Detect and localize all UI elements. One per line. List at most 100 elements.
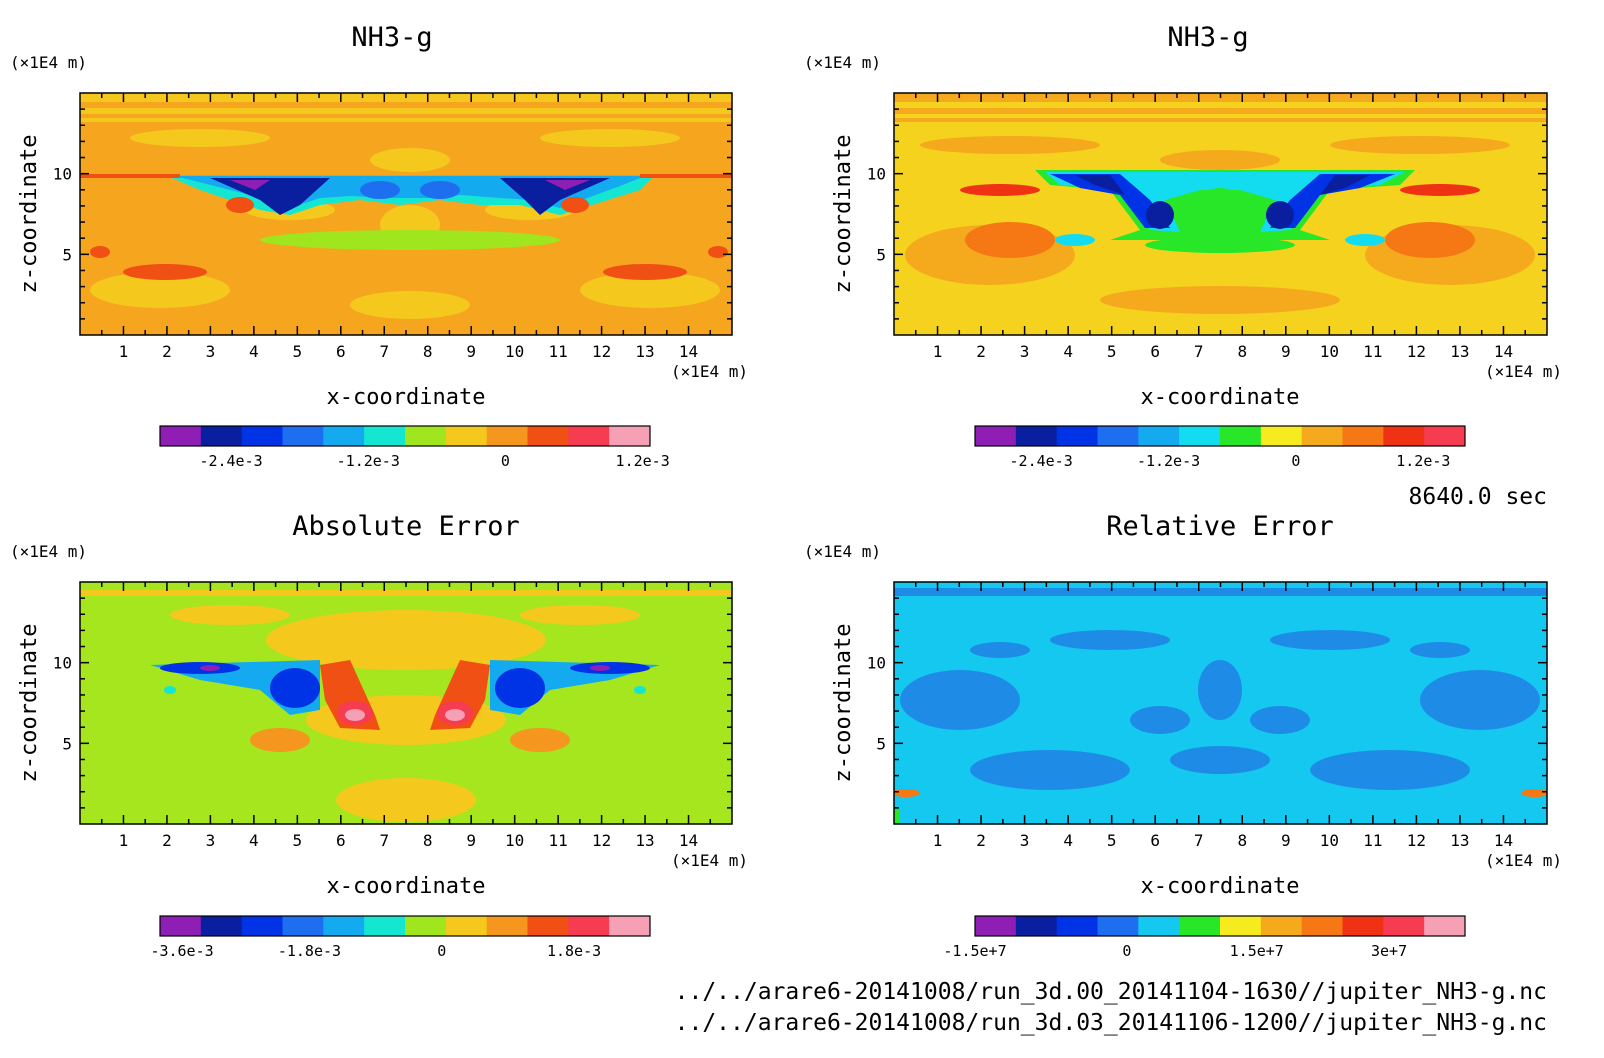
- colorbar-swatch: [1015, 426, 1058, 446]
- colorbar-swatch: [323, 426, 365, 446]
- x-tick-label: 8: [423, 831, 433, 850]
- x-tick-label: 13: [1450, 831, 1469, 850]
- contour-plot-area: [79, 92, 733, 336]
- contour-region: [360, 181, 400, 199]
- x-tick-label: 6: [1150, 342, 1160, 361]
- z-axis-label: z-coordinate: [17, 624, 42, 783]
- colorbar-label: -1.8e-3: [278, 942, 341, 960]
- colorbar-swatch: [282, 916, 324, 936]
- colorbar-swatch: [1383, 916, 1425, 936]
- contour-region: [420, 181, 460, 199]
- colorbar-swatch: [1342, 916, 1384, 936]
- x-tick-label: 3: [206, 342, 216, 361]
- z-axis-label: z-coordinate: [831, 624, 856, 783]
- panel-nh3g-left: NH3-g (×1E4 m): [10, 22, 748, 470]
- x-tick-label: 4: [1063, 831, 1073, 850]
- colorbar-label: 1.8e-3: [547, 942, 601, 960]
- contour-region: [634, 686, 646, 694]
- contour-region: [90, 246, 110, 258]
- contour-region: [1270, 630, 1390, 650]
- contour-region: [970, 750, 1130, 790]
- x-tick-label: 1: [933, 831, 943, 850]
- x-tick-label: 13: [1450, 342, 1469, 361]
- colorbar-label: -2.4e-3: [1010, 452, 1073, 470]
- contour-region: [1170, 746, 1270, 774]
- x-tick-label: 7: [1194, 831, 1204, 850]
- contour-region: [965, 222, 1055, 258]
- contour-region: [90, 272, 230, 308]
- colorbar-swatch: [568, 426, 610, 446]
- contour-region: [226, 197, 254, 213]
- x-axis-label: x-coordinate: [327, 385, 486, 410]
- colorbar-label: 1.2e-3: [1396, 452, 1450, 470]
- x-tick-label: 12: [592, 342, 611, 361]
- contour-region: [1330, 136, 1510, 154]
- contour-region: [200, 665, 220, 671]
- panel-title: Relative Error: [1106, 511, 1334, 542]
- x-tick-label: 5: [293, 831, 303, 850]
- x-tick-label: 7: [379, 831, 389, 850]
- colorbar-swatch: [1097, 426, 1139, 446]
- colorbar-swatch: [445, 916, 488, 936]
- x-tick-label: 10: [1320, 342, 1339, 361]
- colorbar-swatch: [1138, 426, 1180, 446]
- frame-ticks: [894, 93, 1547, 335]
- colorbar-swatch: [1301, 916, 1343, 936]
- x-tick-label: 2: [162, 342, 172, 361]
- x-tick-label: 12: [1407, 831, 1426, 850]
- panel-nh3g-right: NH3-g (×1E4 m): [804, 22, 1562, 470]
- contour-region: [1270, 174, 1395, 228]
- z-tick-labels: 5 10: [867, 165, 886, 265]
- x-unit-label: (×1E4 m): [671, 362, 748, 381]
- z-tick-label: 5: [62, 734, 72, 753]
- x-tick-label: 10: [1320, 831, 1339, 850]
- colorbar-swatch: [1424, 916, 1466, 936]
- contour-region: [1345, 234, 1385, 246]
- x-tick-label: 2: [976, 342, 986, 361]
- panel-title: NH3-g: [351, 22, 432, 53]
- contour-region: [164, 686, 176, 694]
- colorbar-label: -1.2e-3: [337, 452, 400, 470]
- panel-title: NH3-g: [1167, 22, 1248, 53]
- colorbar-swatch: [160, 426, 202, 446]
- contour-region: [230, 180, 270, 190]
- contour-band: [894, 588, 1547, 596]
- x-tick-labels: 1 2 3 4 5 6 7 8 9 10 11 12 13 14: [119, 831, 699, 850]
- contour-band: [80, 590, 732, 596]
- colorbar-frame: [974, 915, 1466, 937]
- colorbar: -2.4e-3 -1.2e-3 0 1.2e-3: [974, 425, 1466, 470]
- contour-region: [580, 272, 720, 308]
- colorbar-swatch: [609, 426, 651, 446]
- x-tick-label: 4: [249, 831, 259, 850]
- z-tick-label: 10: [53, 165, 72, 184]
- contour-region: [345, 709, 365, 721]
- contour-region: [1050, 630, 1170, 650]
- x-tick-label: 1: [933, 342, 943, 361]
- colorbar-swatch: [405, 426, 447, 446]
- x-tick-label: 14: [679, 831, 698, 850]
- colorbar-label: -1.5e+7: [943, 942, 1006, 960]
- panel-title: Absolute Error: [292, 511, 520, 542]
- contour-region: [1130, 706, 1190, 734]
- z-tick-label: 5: [62, 245, 72, 264]
- contour-region: [1050, 174, 1170, 228]
- colorbar-swatch: [445, 426, 488, 446]
- colorbar-label: 1.2e-3: [616, 452, 670, 470]
- colorbar-swatch: [1301, 426, 1343, 446]
- z-tick-labels: 5 10: [53, 654, 72, 754]
- contour-region: [540, 129, 680, 147]
- colorbar-swatch: [200, 916, 243, 936]
- frame-ticks: [80, 93, 732, 335]
- colorbar-swatch: [1424, 426, 1466, 446]
- contour-region: [350, 291, 470, 319]
- z-unit-label: (×1E4 m): [804, 53, 881, 72]
- contour-region: [1320, 175, 1370, 195]
- contour-region: [1266, 201, 1294, 229]
- x-unit-label: (×1E4 m): [671, 851, 748, 870]
- frame-ticks: [894, 582, 1547, 824]
- contour-region: [1250, 706, 1310, 734]
- contour-plot-area: [893, 581, 1548, 825]
- colorbar-swatch: [1260, 426, 1303, 446]
- contour-region: [900, 670, 1020, 730]
